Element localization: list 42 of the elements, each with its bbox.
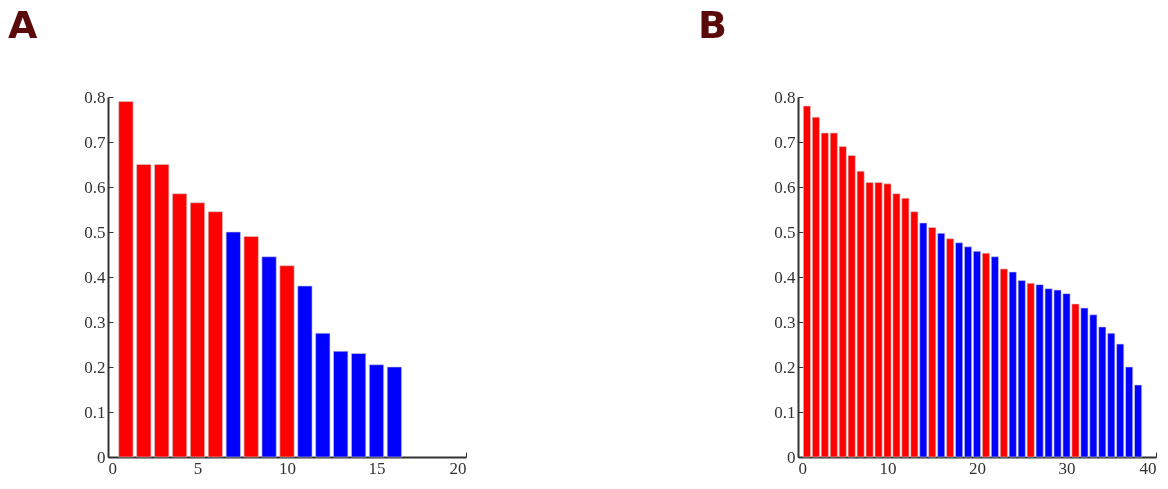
y-tick-label: 0.8 [84,87,106,107]
bar [225,231,241,458]
bar [261,256,277,458]
y-tick-label: 0.6 [774,177,796,197]
y-tick-label: 0.7 [84,132,106,152]
y-tick-label: 0.4 [84,267,106,287]
bar [297,285,313,458]
bar [279,265,295,458]
chart-title: A [8,3,38,47]
y-tick-label: 0.5 [84,222,106,242]
y-tick-label: 0.3 [774,312,796,332]
bar [243,236,259,458]
y-tick-label: 0.4 [774,267,796,287]
x-tick-label: 10 [879,458,897,478]
bar [154,164,170,458]
y-tick-label: 0.6 [84,177,106,197]
bar [172,193,188,458]
y-tick-label: 0.2 [84,357,106,377]
x-tick-label: 5 [193,458,203,478]
y-tick-label: 0.7 [774,132,796,152]
x-tick-label: 20 [969,458,986,478]
y-tick-label: 0.8 [774,87,796,107]
x-tick-label: 30 [1058,458,1076,478]
x-tick-label: 10 [279,458,296,478]
y-tick-label: 0.3 [84,312,106,332]
y-tick-label: 0.5 [774,222,796,242]
bar [190,202,205,458]
bar [315,332,331,458]
y-tick-label: 0.1 [774,402,796,422]
bar [386,366,402,458]
x-tick-label: 20 [449,458,467,478]
x-tick-label: 40 [1139,458,1157,478]
bar [333,350,349,458]
x-tick-label: 15 [368,458,386,478]
y-tick-label: 0.2 [774,357,796,377]
bar [351,353,367,458]
y-tick-label: 0.1 [84,402,106,422]
bar [136,164,152,458]
chart-title: B [698,3,727,47]
bar [207,211,223,458]
bar [369,364,384,458]
bar [118,101,134,458]
